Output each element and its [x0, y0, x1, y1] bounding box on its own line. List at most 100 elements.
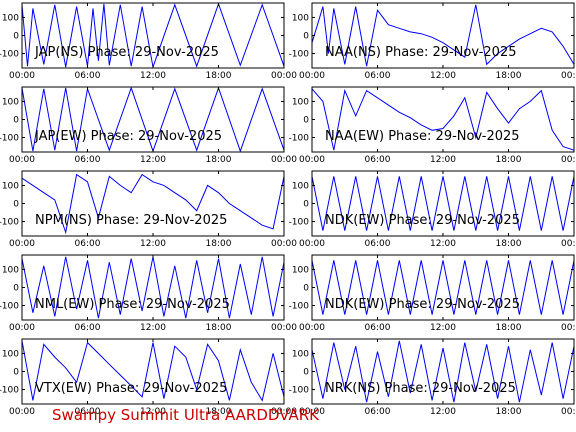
x-tick-label: 12:00 — [140, 323, 166, 333]
plot-title: NDK(EW) Phase: 29-Nov-2025 — [325, 213, 520, 228]
phase-plot-6: 100 0 -100 00:00 06:00 12:00 18:00 00:00 NML(EW)… — [0, 254, 297, 333]
y-tick-label: 0 — [303, 368, 309, 378]
phase-trace — [311, 340, 575, 403]
x-tick-label: 00:00 — [9, 71, 35, 81]
phase-plot-2: 100 0 -100 00:00 06:00 12:00 18:00 00:00 JAP(EW)… — [0, 86, 297, 165]
x-tick-label: 00:00 — [9, 323, 35, 333]
x-tick-label: 00:00 — [9, 407, 35, 417]
plot-area — [312, 171, 574, 236]
y-tick-label: -100 — [0, 386, 19, 396]
phase-trace — [311, 176, 575, 231]
y-tick-label: -100 — [289, 50, 310, 60]
plot-title: NAA(EW) Phase: 29-Nov-2025 — [325, 129, 520, 144]
x-tick-label: 06:00 — [365, 71, 391, 81]
y-tick-label: 100 — [292, 349, 309, 359]
x-tick-label: 06:00 — [75, 407, 101, 417]
phase-trace — [311, 4, 575, 67]
y-tick-label: 0 — [13, 116, 19, 126]
phase-trace — [311, 88, 575, 151]
y-tick-label: 100 — [292, 97, 309, 107]
x-tick-label: 12:00 — [140, 71, 166, 81]
phase-plot-7: 100 0 -100 00:00 06:00 12:00 18:00 00:00 NDK(EW)… — [289, 254, 576, 333]
x-tick-label: 18:00 — [206, 407, 232, 417]
x-tick-label: 18:00 — [206, 155, 232, 165]
plot-title: JAP(EW) Phase: 29-Nov-2025 — [34, 129, 222, 144]
plot-area — [22, 3, 284, 68]
plot-title: VTX(EW) Phase: 29-Nov-2025 — [35, 381, 227, 396]
plot-area — [22, 87, 284, 152]
plot-title: NML(EW) Phase: 29-Nov-2025 — [35, 297, 230, 312]
phase-plot-9: 100 0 -100 00:00 06:00 12:00 18:00 00:00 NRK(NS)… — [289, 338, 576, 417]
y-tick-label: 0 — [303, 116, 309, 126]
x-tick-label: 00:00 — [9, 239, 35, 249]
phase-trace — [21, 86, 285, 153]
x-tick-label: 00:00 — [561, 407, 576, 417]
y-tick-label: 100 — [2, 13, 19, 23]
x-tick-label: 18:00 — [206, 239, 232, 249]
plot-title: NAA(NS) Phase: 29-Nov-2025 — [325, 45, 516, 60]
x-tick-label: 18:00 — [496, 239, 522, 249]
y-tick-label: 0 — [13, 368, 19, 378]
x-tick-label: 06:00 — [365, 239, 391, 249]
x-tick-label: 12:00 — [140, 155, 166, 165]
y-tick-label: 100 — [292, 181, 309, 191]
plot-title: NPM(NS) Phase: 29-Nov-2025 — [35, 213, 227, 228]
x-tick-label: 00:00 — [299, 155, 325, 165]
x-tick-label: 06:00 — [75, 239, 101, 249]
y-tick-label: -100 — [0, 302, 19, 312]
x-tick-label: 06:00 — [75, 155, 101, 165]
y-tick-label: 0 — [13, 284, 19, 294]
x-tick-label: 00:00 — [9, 155, 35, 165]
x-tick-label: 00:00 — [299, 71, 325, 81]
phase-trace — [21, 340, 285, 402]
y-tick-label: -100 — [0, 50, 19, 60]
x-tick-label: 12:00 — [430, 71, 456, 81]
y-tick-label: -100 — [0, 134, 19, 144]
phase-plot-1: 100 0 -100 00:00 06:00 12:00 18:00 00:00 NAA(NS)… — [289, 2, 576, 81]
y-tick-label: 0 — [303, 200, 309, 210]
x-tick-label: 00:00 — [271, 71, 297, 81]
x-tick-label: 12:00 — [430, 155, 456, 165]
y-tick-label: 0 — [303, 284, 309, 294]
plot-area — [312, 87, 574, 152]
plot-area — [312, 3, 574, 68]
x-tick-label: 00:00 — [561, 239, 576, 249]
x-tick-label: 18:00 — [496, 155, 522, 165]
x-tick-label: 00:00 — [561, 71, 576, 81]
x-tick-label: 06:00 — [365, 155, 391, 165]
plot-title: JAP(NS) Phase: 29-Nov-2025 — [34, 45, 219, 60]
x-tick-label: 12:00 — [140, 407, 166, 417]
phase-plot-8: 100 0 -100 00:00 06:00 12:00 18:00 00:00 VTX(EW)… — [0, 338, 297, 417]
y-tick-label: -100 — [0, 218, 19, 228]
phase-plot-5: 100 0 -100 00:00 06:00 12:00 18:00 00:00 NDK(EW)… — [289, 170, 576, 249]
x-tick-label: 00:00 — [561, 155, 576, 165]
plot-title: NDK(EW) Phase: 29-Nov-2025 — [325, 297, 520, 312]
x-tick-label: 06:00 — [75, 323, 101, 333]
x-tick-label: 00:00 — [299, 323, 325, 333]
x-tick-label: 12:00 — [430, 323, 456, 333]
x-tick-label: 18:00 — [496, 407, 522, 417]
y-tick-label: -100 — [289, 386, 310, 396]
phase-plot-4: 100 0 -100 00:00 06:00 12:00 18:00 00:00 NPM(NS)… — [0, 170, 297, 249]
y-tick-label: 100 — [2, 97, 19, 107]
x-tick-label: 00:00 — [299, 407, 325, 417]
y-tick-label: 100 — [2, 265, 19, 275]
x-tick-label: 18:00 — [496, 323, 522, 333]
phase-trace — [21, 173, 285, 235]
y-tick-label: 0 — [13, 200, 19, 210]
x-tick-label: 00:00 — [271, 407, 297, 417]
phase-plot-0: 100 0 -100 00:00 06:00 12:00 18:00 00:00 JAP(NS)… — [0, 2, 297, 81]
x-tick-label: 18:00 — [496, 71, 522, 81]
y-tick-label: -100 — [289, 302, 310, 312]
y-tick-label: 0 — [13, 32, 19, 42]
y-tick-label: 100 — [292, 13, 309, 23]
x-tick-label: 00:00 — [271, 155, 297, 165]
x-tick-label: 00:00 — [271, 323, 297, 333]
plot-title: NRK(NS) Phase: 29-Nov-2025 — [325, 381, 516, 396]
x-tick-label: 00:00 — [561, 323, 576, 333]
x-tick-label: 00:00 — [271, 239, 297, 249]
x-tick-label: 18:00 — [206, 323, 232, 333]
y-tick-label: -100 — [289, 218, 310, 228]
